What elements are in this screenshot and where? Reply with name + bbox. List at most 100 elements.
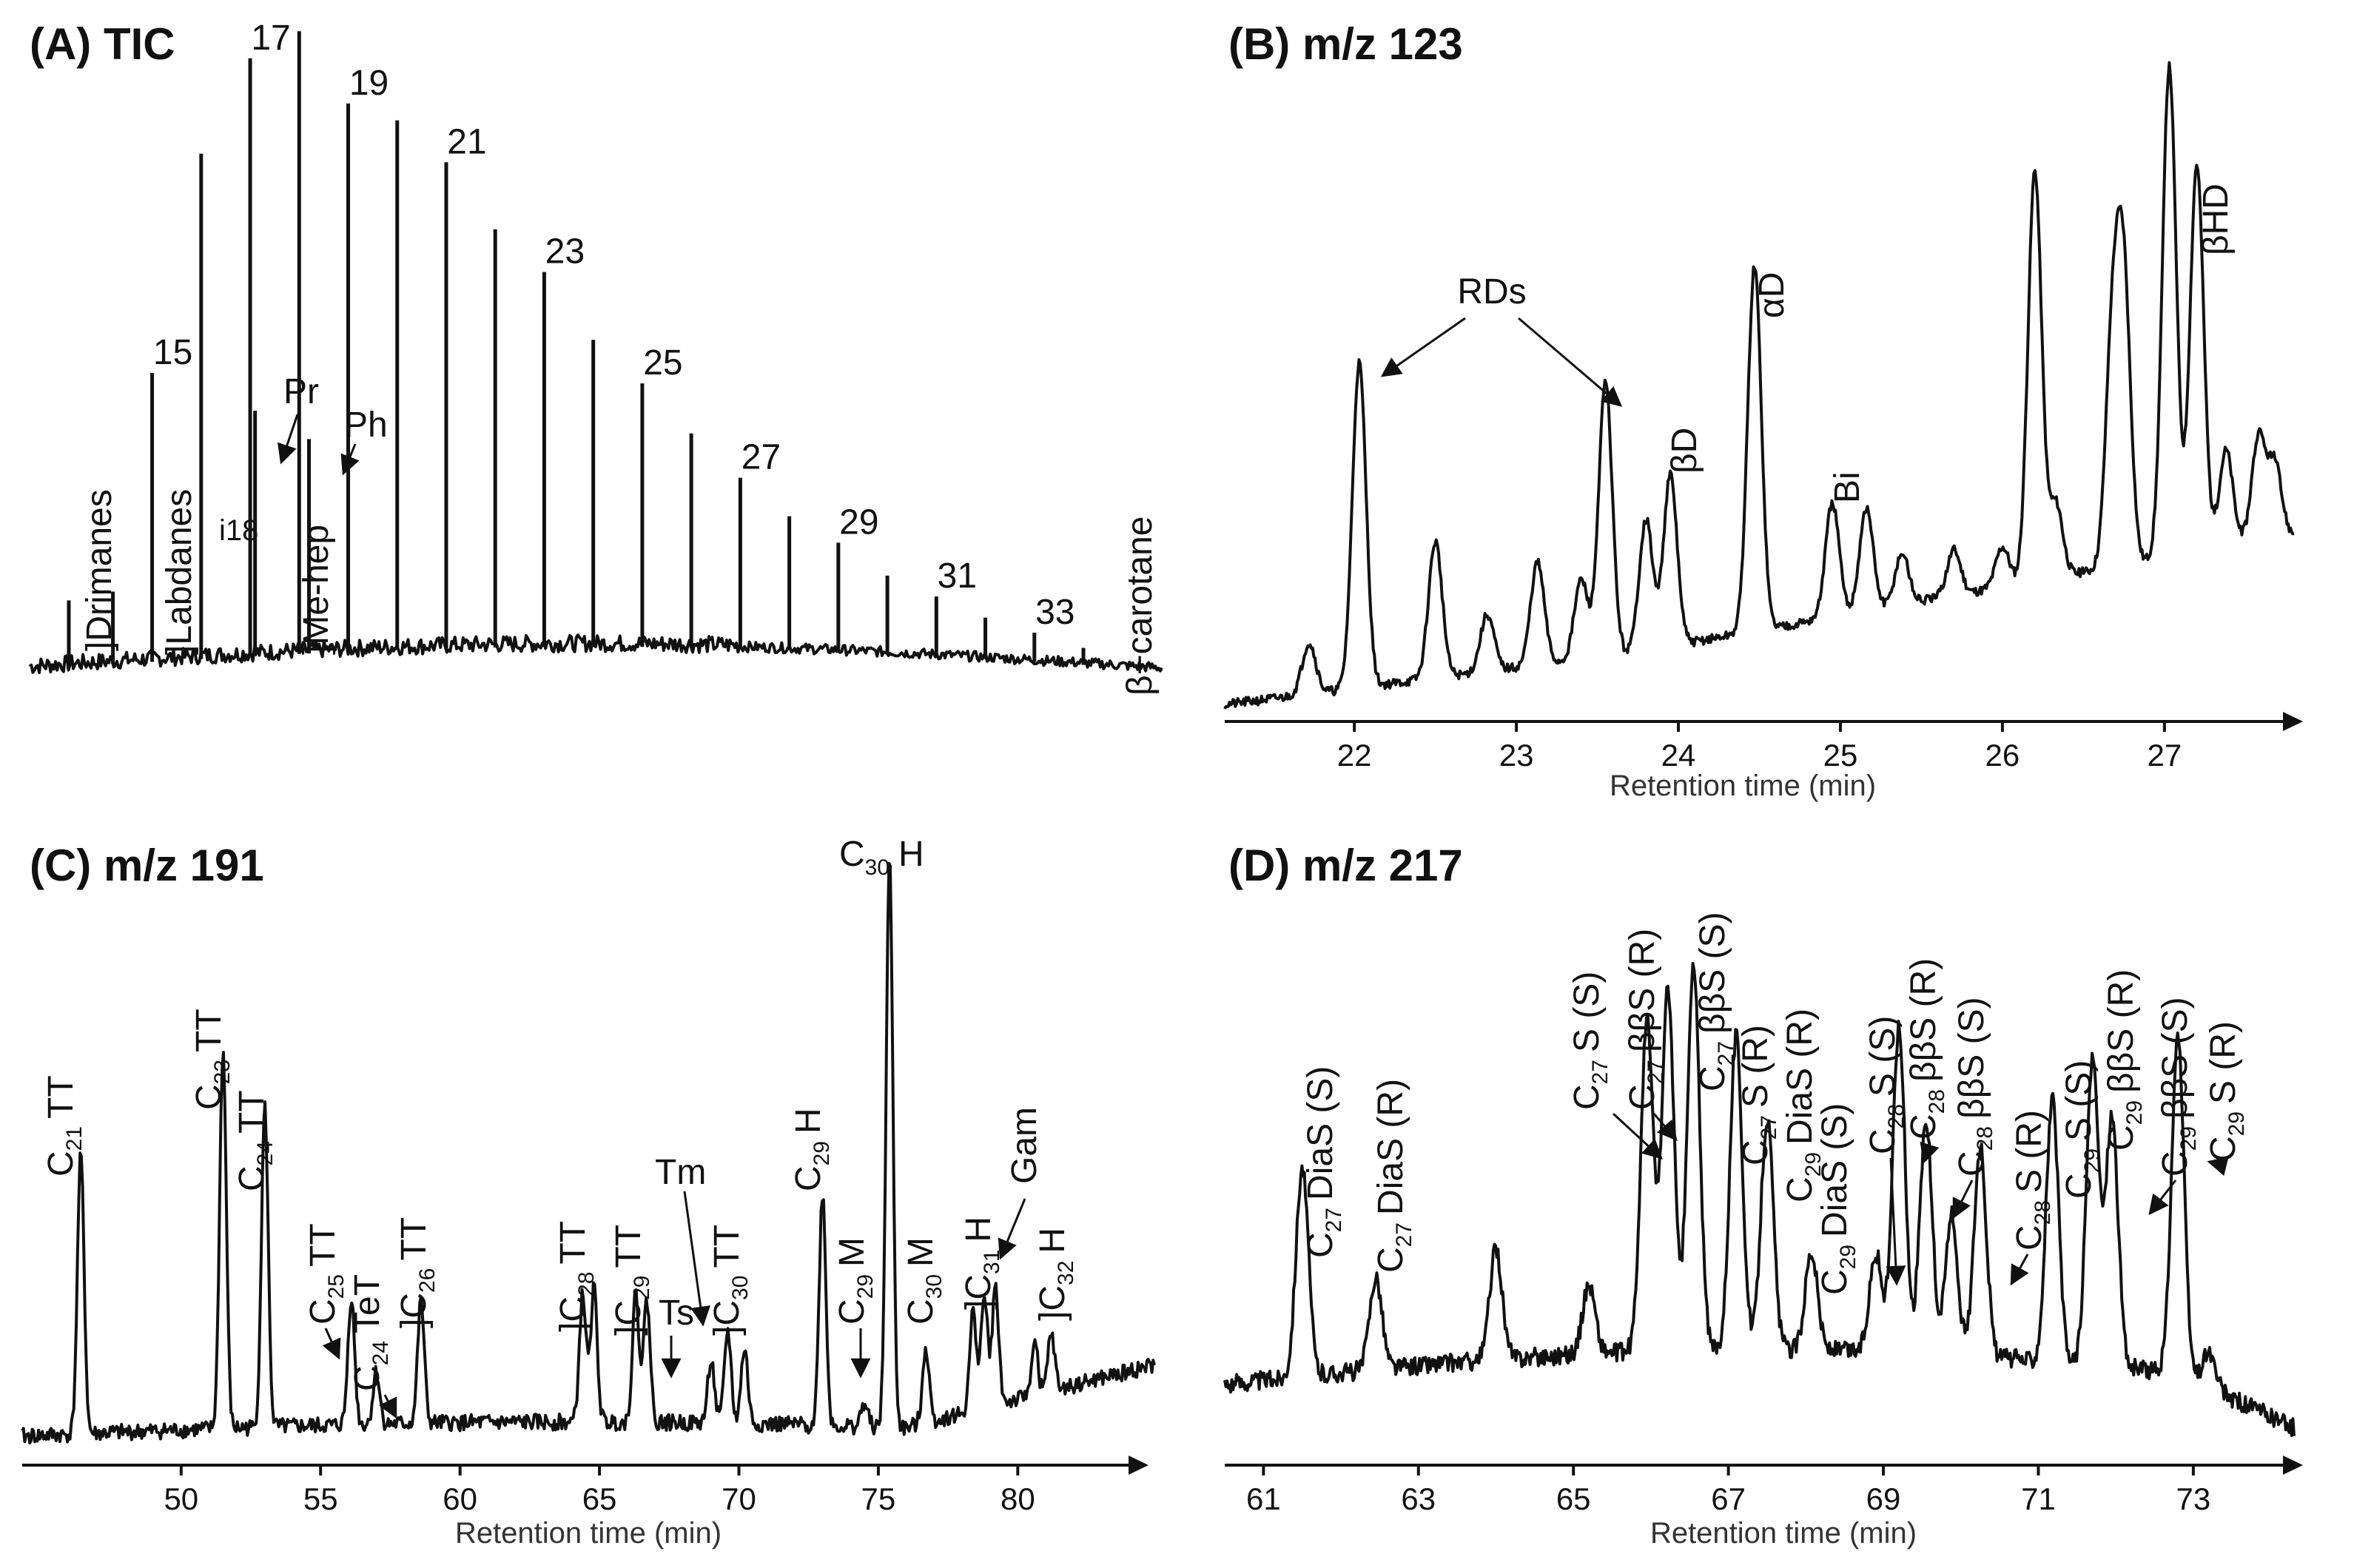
label-c29-m: C29M xyxy=(833,1237,878,1325)
label-c30-h: C30 H xyxy=(839,835,924,880)
arrow-c29-bbs-s xyxy=(2148,1180,2177,1216)
label-c29-dias-r: C29DiaS (R) xyxy=(1780,1009,1826,1202)
panel-b: (B) m/z 123 22 23 24 25 26 27 Retention time … xyxy=(1223,19,2303,802)
panel-c-trace xyxy=(21,861,1156,1445)
carbon-number-label: 19 xyxy=(349,64,389,103)
panel-a-peaks xyxy=(67,31,1086,667)
label-beta-carotane: β−carotane xyxy=(1120,517,1160,696)
x-tick-label: 67 xyxy=(1711,1481,1746,1516)
panel-b-trace xyxy=(1223,61,2295,710)
label-c31-h: ]C31H xyxy=(959,1217,1004,1310)
label-tm: Tm xyxy=(655,1153,706,1192)
label-pr: Pr xyxy=(283,372,319,411)
arrow-ph xyxy=(340,443,360,476)
panel-c: (C) m/z 191 50 55 60 65 70 75 80 Retention tim… xyxy=(21,835,1156,1550)
arrow-c29-s-r xyxy=(2207,1156,2229,1176)
arrow-rds-1 xyxy=(1380,317,1466,377)
x-tick-label: 22 xyxy=(1337,738,1372,773)
panel-a-title: (A) TIC xyxy=(30,19,175,69)
x-tick-label: 65 xyxy=(582,1481,617,1516)
label-bi: Bi xyxy=(1828,471,1867,503)
carbon-number-label: 29 xyxy=(839,502,878,542)
label-c27-dias-r: C27DiaS (R) xyxy=(1371,1079,1416,1273)
panel-c-title: (C) m/z 191 xyxy=(30,841,264,890)
arrow-c24-tet xyxy=(379,1394,397,1419)
panel-d-x-label: Retention time (min) xyxy=(1650,1517,1917,1550)
arrow-c27-s-s xyxy=(1612,1112,1663,1160)
carbon-number-label: 21 xyxy=(447,122,486,161)
arrow-c25-tt xyxy=(322,1328,341,1360)
label-c30-tt: ]C30TT xyxy=(707,1225,753,1336)
label-c29-h: C29H xyxy=(789,1108,834,1191)
label-c29-bbs-r: C29ββS (R) xyxy=(2102,969,2147,1151)
carbon-number-label: 31 xyxy=(938,556,977,596)
x-tick-label: 50 xyxy=(164,1481,198,1516)
x-tick-label: 70 xyxy=(722,1481,756,1516)
x-tick-label: 61 xyxy=(1246,1481,1281,1516)
label-c28-s-r: C28S (R) xyxy=(2010,1110,2055,1251)
label-c29-bbs-s: C29ββS (S) xyxy=(2156,997,2201,1177)
label-c27-dias-s: C27DiaS (S) xyxy=(1301,1066,1346,1258)
panel-c-x-axis-arrowhead xyxy=(1129,1456,1149,1475)
x-tick-label: 25 xyxy=(1823,738,1858,773)
carbon-number-label: 17 xyxy=(251,18,290,58)
label-c21-tt: C21TT xyxy=(41,1075,87,1177)
panel-b-title: (B) m/z 123 xyxy=(1228,19,1463,69)
panel-a-trace xyxy=(28,633,1163,674)
carbon-number-label: 15 xyxy=(153,333,192,372)
label-c23-tt: C23TT xyxy=(189,1009,235,1110)
label-beta-hd: βHD xyxy=(2196,184,2236,255)
label-c27-s-r: C27S (R) xyxy=(1736,1025,1781,1165)
arrow-gam xyxy=(998,1198,1026,1260)
label-labdanes: ]Labdanes xyxy=(160,489,199,655)
label-beta-d: βD xyxy=(1665,428,1704,474)
carbon-number-label: 25 xyxy=(643,343,682,383)
label-rds: RDs xyxy=(1457,272,1526,312)
panel-a-carbon-labels: 15 17 19 21 23 25 27 29 31 33 xyxy=(153,18,1075,632)
label-ph: Ph xyxy=(344,406,388,445)
label-drimanes: ]Drimanes xyxy=(80,489,119,651)
label-c30-m: C30M xyxy=(901,1237,946,1325)
arrow-c27-bbs-r xyxy=(1652,1113,1678,1142)
x-tick-label: 23 xyxy=(1499,738,1534,773)
x-tick-label: 63 xyxy=(1401,1481,1436,1516)
label-c26-tt: ]C26TT xyxy=(394,1217,440,1328)
arrow-c28-bbs-s xyxy=(1952,1180,1974,1219)
label-c28-tt: ]C28TT xyxy=(554,1221,599,1332)
label-me-hep: ]Me-hep xyxy=(297,525,336,655)
x-tick-label: 24 xyxy=(1661,738,1696,773)
label-c29-s-s: C29S (S) xyxy=(2059,1060,2105,1199)
label-c25-tt: C25TT xyxy=(303,1223,349,1325)
x-tick-label: 60 xyxy=(443,1481,477,1516)
panel-d-title: (D) m/z 217 xyxy=(1228,841,1463,890)
carbon-number-label: 23 xyxy=(545,232,585,272)
label-c27-bbs-r: C27ββS (R) xyxy=(1623,929,1668,1110)
panel-d-x-axis-arrowhead xyxy=(2283,1456,2303,1475)
panel-b-x-axis-arrowhead xyxy=(2283,712,2303,731)
label-alpha-d: αD xyxy=(1752,272,1792,318)
label-c24-tet: C24TeT xyxy=(348,1274,393,1391)
panel-a: (A) TIC 15 17 19 21 23 25 27 29 31 33 ]Drimanes ]… xyxy=(28,18,1163,696)
arrow-c28-s-r xyxy=(2010,1254,2029,1286)
panel-d-x-ticks: 61 63 65 67 69 71 73 xyxy=(1246,1465,2210,1516)
label-ts: Ts xyxy=(659,1293,694,1333)
x-tick-label: 65 xyxy=(1556,1481,1591,1516)
x-tick-label: 80 xyxy=(1001,1481,1035,1516)
panel-c-x-label: Retention time (min) xyxy=(455,1517,722,1550)
label-c28-bbs-r: C28ββS (R) xyxy=(1904,958,1949,1140)
x-tick-label: 69 xyxy=(1866,1481,1901,1516)
label-c27-bbs-s: C27ββS (S) xyxy=(1693,912,1738,1091)
x-tick-label: 26 xyxy=(1985,738,2020,773)
panel-d: (D) m/z 217 61 63 65 67 69 71 73 Retention tim… xyxy=(1223,841,2303,1550)
arrow-c28-bbs-r xyxy=(1920,1141,1940,1164)
carbon-number-label: 27 xyxy=(741,438,781,477)
panel-c-x-ticks: 50 55 60 65 70 75 80 xyxy=(164,1465,1035,1516)
panel-d-trace xyxy=(1223,962,2296,1437)
label-c29-tt: ]C29TT xyxy=(609,1225,654,1336)
label-c28-bbs-s: C28ββS (S) xyxy=(1952,997,1997,1177)
label-c29-dias-s: C29DiaS (S) xyxy=(1815,1103,1860,1295)
label-c29-s-r: C29S (R) xyxy=(2204,1021,2249,1162)
panel-b-x-ticks: 22 23 24 25 26 27 xyxy=(1337,721,2182,773)
x-tick-label: 73 xyxy=(2176,1481,2211,1516)
